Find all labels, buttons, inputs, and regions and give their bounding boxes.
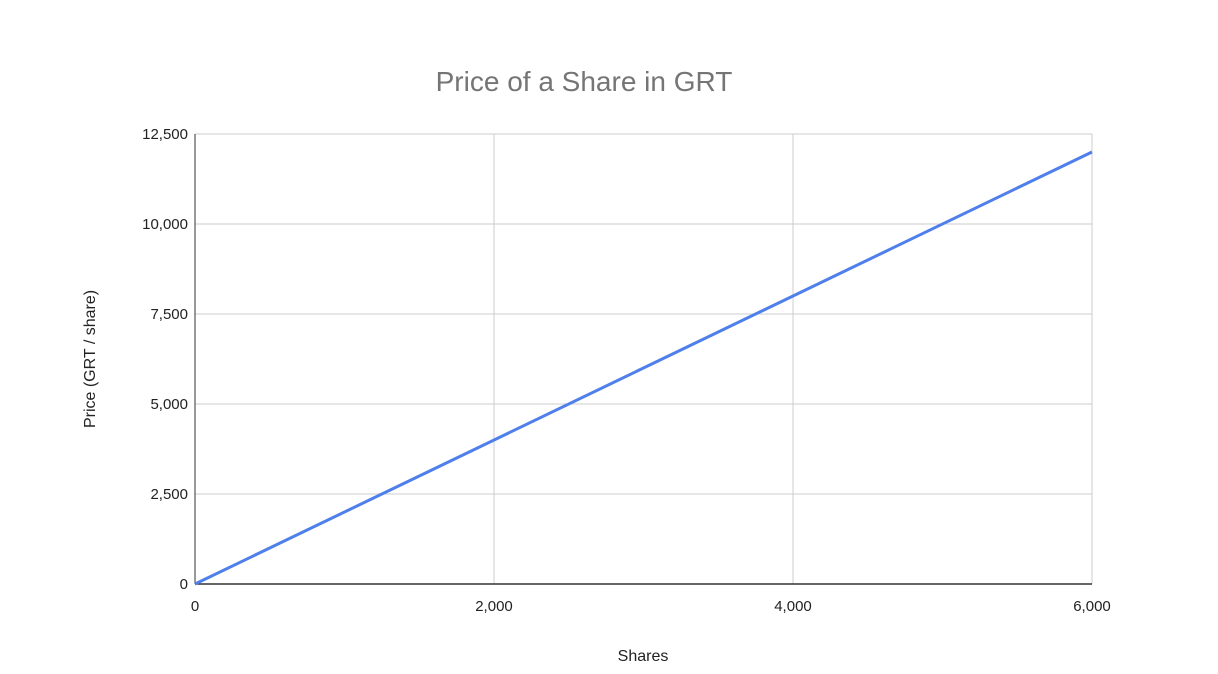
y-tick-label: 0 <box>180 576 188 593</box>
x-tick-label: 6,000 <box>1073 598 1111 615</box>
y-tick-label: 2,500 <box>150 486 188 503</box>
y-tick-label: 7,500 <box>150 306 188 323</box>
y-tick-label: 10,000 <box>142 216 188 233</box>
y-tick-label: 12,500 <box>142 126 188 143</box>
chart-title: Price of a Share in GRT <box>436 66 733 97</box>
x-tick-label: 0 <box>191 598 199 615</box>
x-tick-label: 4,000 <box>774 598 812 615</box>
series-line-0 <box>194 150 1093 586</box>
x-tick-label: 2,000 <box>475 598 513 615</box>
y-tick-label: 5,000 <box>150 396 188 413</box>
y-axis-label: Price (GRT / share) <box>82 290 99 428</box>
x-axis-label: Shares <box>618 648 669 665</box>
